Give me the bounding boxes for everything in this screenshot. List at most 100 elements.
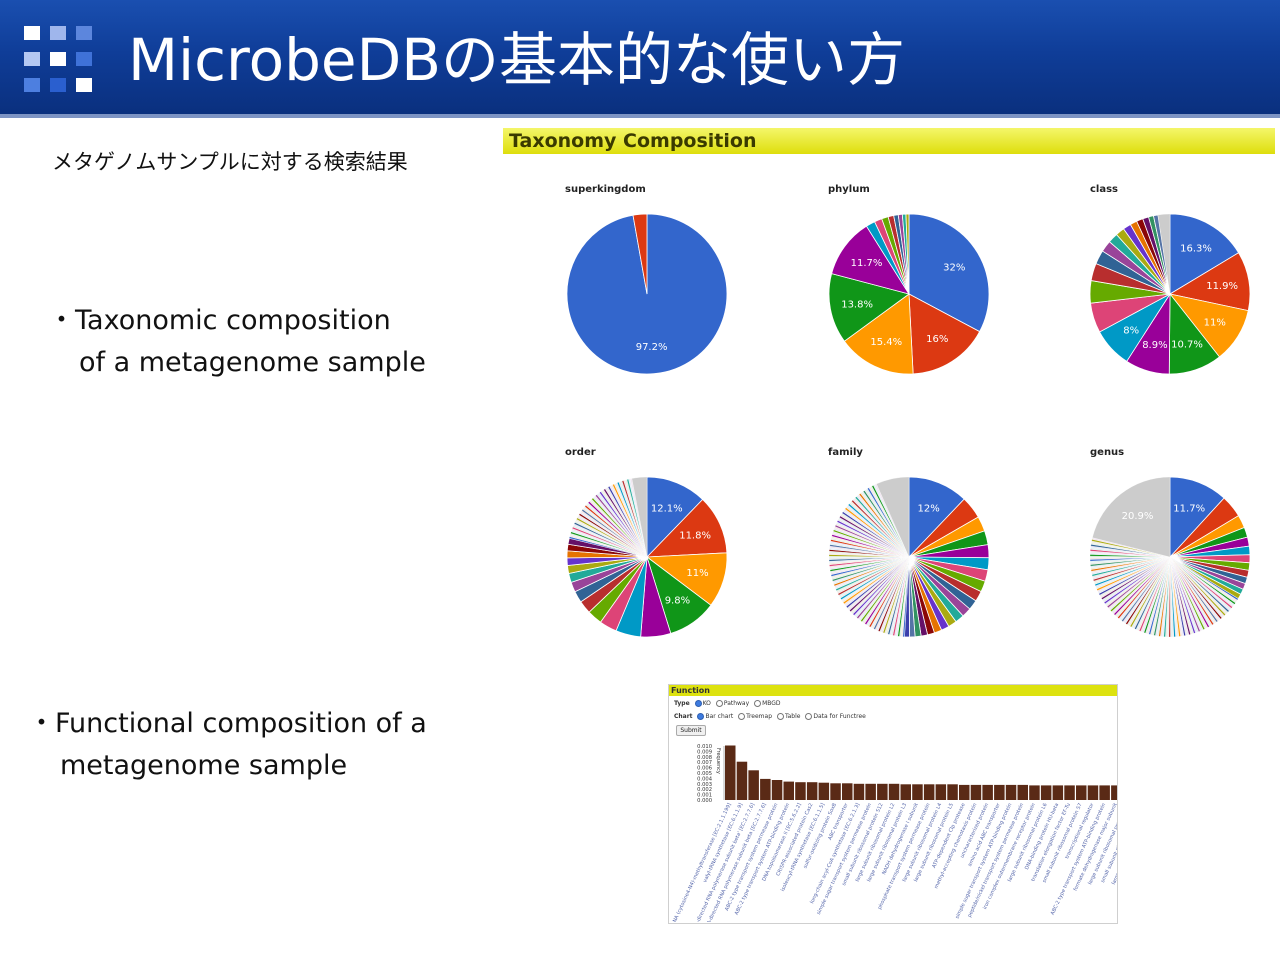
function-bar <box>1087 785 1099 800</box>
function-bar <box>818 782 830 800</box>
taxonomic-bullet-line2: of a metagenome sample <box>79 347 426 378</box>
chart-row: Chart Bar chart Treemap Table Data for F… <box>674 713 866 721</box>
function-bar <box>1005 784 1017 800</box>
pie-title-genus: genus <box>1090 447 1125 458</box>
pie-slice <box>828 273 910 342</box>
pie-slice-label: 8.9% <box>1142 340 1167 351</box>
pie-chart-phylum: 32% 16% 15.4% 13.8% 11.7% <box>828 213 990 375</box>
pie-slice <box>843 293 914 375</box>
type-ko-label: KO <box>702 700 711 707</box>
pie-title-order: order <box>565 447 596 458</box>
pie-slice <box>631 476 648 558</box>
slide-title: MicrobeDBの基本的な使い方 <box>128 26 906 94</box>
function-bar <box>1099 785 1110 800</box>
y-tick-label: 0.008 <box>697 755 712 761</box>
pie-slice-label: 11.7% <box>1173 503 1205 514</box>
function-bar <box>830 783 841 800</box>
y-tick-label: 0.007 <box>697 760 712 766</box>
pie-title-phylum: phylum <box>828 184 870 195</box>
function-bar <box>935 784 947 800</box>
function-bar <box>970 784 982 800</box>
function-panel-title: Function <box>671 686 710 695</box>
y-tick-label: 0.001 <box>697 793 712 799</box>
pie-slice <box>646 498 728 558</box>
function-bar <box>748 770 759 800</box>
pie-slice <box>905 213 910 295</box>
type-ko-radio[interactable] <box>694 700 702 707</box>
pie-title-class: class <box>1090 184 1119 195</box>
function-bar <box>912 784 923 800</box>
pie-title-family: family <box>828 447 863 458</box>
pie-title-superkingdom: superkingdom <box>565 184 646 195</box>
type-mbgd-radio[interactable] <box>754 700 762 707</box>
function-bar <box>771 780 783 800</box>
chart-treemap-radio[interactable] <box>738 713 746 720</box>
pie-slice <box>646 476 704 558</box>
pie-slice-label: 16.3% <box>1180 244 1212 255</box>
pie-slice <box>908 213 990 333</box>
title-bar: MicrobeDBの基本的な使い方 <box>0 0 1280 117</box>
function-bar <box>1064 785 1075 800</box>
pie-slice-label: 11% <box>1204 317 1226 328</box>
pie-slice-label: 8% <box>1123 325 1139 336</box>
pie-slice <box>908 476 965 558</box>
chart-table-radio[interactable] <box>776 713 784 720</box>
function-bar <box>1017 784 1028 800</box>
pie-slice-label: 16% <box>926 334 948 345</box>
function-bar <box>1076 785 1087 800</box>
pie-slice <box>1168 252 1251 312</box>
search-result-label: メタゲノムサンプルに対する検索結果 <box>52 150 408 174</box>
pie-slice-label: 11.8% <box>679 531 711 542</box>
submit-button[interactable]: Submit <box>676 725 706 736</box>
function-bar <box>1029 785 1040 800</box>
chart-bar-radio[interactable] <box>697 713 705 720</box>
function-bar <box>923 784 935 800</box>
pie-slice-label: 11.7% <box>851 258 883 269</box>
type-pathway-radio[interactable] <box>715 700 723 707</box>
function-bar <box>725 745 736 800</box>
function-bar <box>783 781 794 800</box>
type-pathway-label: Pathway <box>723 700 750 707</box>
y-axis-label: Frequency <box>715 748 721 774</box>
pie-slice <box>908 293 981 375</box>
function-bar <box>865 783 876 800</box>
pie-chart-family: 12% <box>828 476 990 638</box>
pie-chart-class: 16.3% 11.9% 11% 10.7% 8.9%8% <box>1089 213 1251 375</box>
chart-functree-radio[interactable] <box>805 713 813 720</box>
pie-slice-label: 12% <box>917 504 939 515</box>
function-bar <box>760 778 771 800</box>
y-tick-label: 0.006 <box>697 766 712 772</box>
pie-chart-genus: 11.7% 20.9% <box>1089 476 1251 638</box>
pie-slice <box>1157 213 1171 295</box>
function-bar <box>1052 785 1064 800</box>
type-label: Type <box>674 700 690 707</box>
pie-slice-label: 11% <box>686 568 708 579</box>
pie-chart-order: 12.1% 11.8% 11% 9.8% <box>566 476 728 638</box>
pie-slice-label: 13.8% <box>841 299 873 310</box>
functional-bullet: ・Functional composition of a metagenome … <box>28 703 427 787</box>
function-bar <box>982 784 993 800</box>
functional-bullet-line1: ・Functional composition of a <box>28 708 427 739</box>
y-tick-label: 0.009 <box>697 749 712 755</box>
chart-bar-label: Bar chart <box>705 713 734 720</box>
function-bar <box>1111 785 1117 800</box>
function-bar <box>806 782 818 800</box>
pie-slice-label: 20.9% <box>1122 511 1154 522</box>
chart-table-label: Table <box>784 713 801 720</box>
function-bar <box>900 784 911 800</box>
header-divider <box>0 114 1280 118</box>
function-bar <box>888 783 900 800</box>
chart-label: Chart <box>674 713 693 720</box>
pie-slice-label: 9.8% <box>665 596 690 607</box>
function-bar <box>994 784 1005 800</box>
taxonomy-panel-header: Taxonomy Composition <box>503 128 1275 154</box>
y-tick-label: 0.004 <box>697 776 713 782</box>
y-tick-label: 0.010 <box>697 744 712 750</box>
pie-slice-label: 11.9% <box>1206 281 1238 292</box>
function-bar <box>842 783 853 800</box>
taxonomic-bullet-line1: ・Taxonomic composition <box>48 305 391 336</box>
type-mbgd-label: MBGD <box>762 700 781 707</box>
function-bar-chart: 0.0100.0090.0080.0070.0060.0050.0040.003… <box>670 744 1117 922</box>
pie-chart-superkingdom: 97.2% <box>566 213 728 375</box>
pie-slice <box>632 213 648 295</box>
